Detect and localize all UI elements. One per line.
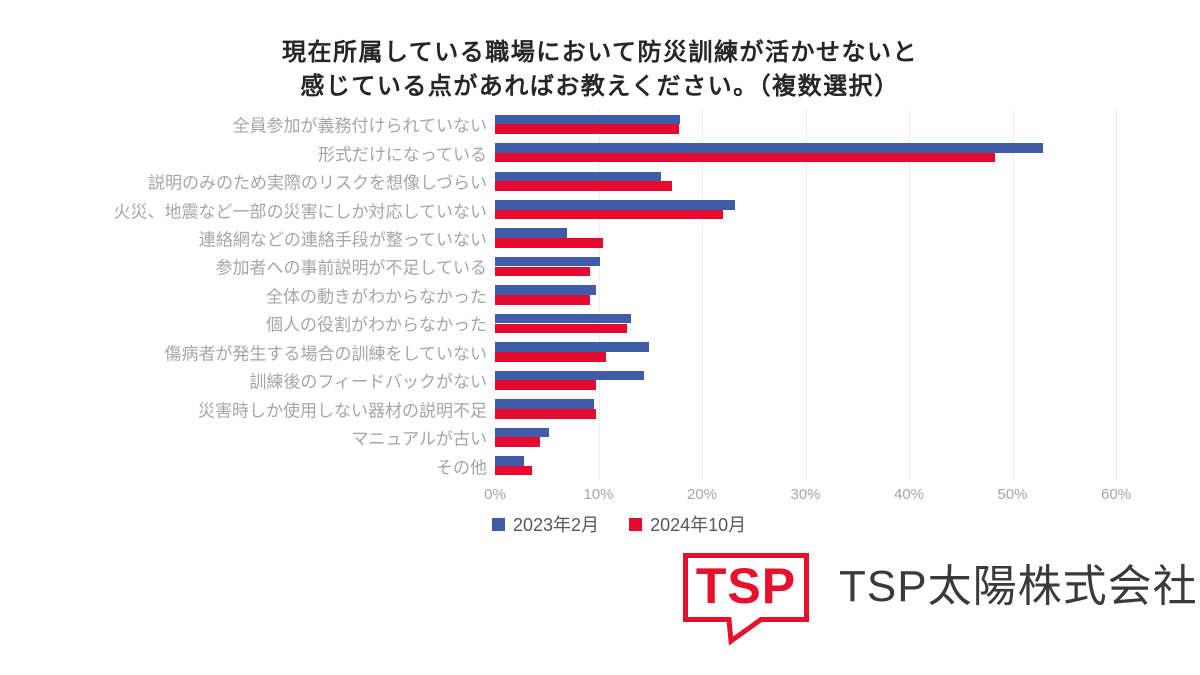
bar-group xyxy=(495,252,1116,280)
speech-bubble-icon xyxy=(683,553,809,646)
gridline xyxy=(909,110,910,480)
legend-label: 2024年10月 xyxy=(650,515,747,535)
bar-2024年10月 xyxy=(495,465,533,476)
gridlines xyxy=(495,110,1117,480)
x-tick-label: 40% xyxy=(893,486,925,503)
gridline xyxy=(702,110,703,480)
bar-group xyxy=(495,451,1116,479)
legend-swatch-icon xyxy=(492,517,505,531)
x-tick-label: 20% xyxy=(686,486,718,503)
bar-2024年10月 xyxy=(495,209,723,220)
chart-row: 火災、地震など一部の災害にしか対応していない xyxy=(0,195,1200,223)
legend-swatch-icon xyxy=(629,517,643,531)
bar-2024年10月 xyxy=(495,352,606,362)
legend-item: 2024年10月 xyxy=(629,511,746,537)
bar-2024年10月 xyxy=(495,437,540,447)
chart-row: 訓練後のフィードバックがない xyxy=(0,366,1200,394)
chart-row: 参加者への事前説明が不足している xyxy=(0,252,1200,280)
chart-rows: 全員参加が義務付けられていない形式だけになっている説明のみのため実際のリスクを想… xyxy=(0,110,1200,480)
chart-row: マニュアルが古い xyxy=(0,423,1200,451)
category-label: 連絡網などの連絡手段が整っていない xyxy=(198,230,487,250)
x-tick-label: 30% xyxy=(790,486,821,503)
chart-title-line1: 現在所属している職場において防災訓練が活かせないと xyxy=(281,39,919,66)
x-tick-label: 0% xyxy=(484,486,506,503)
category-label: 災害時しか使用しない器材の説明不足 xyxy=(198,401,487,421)
bar-2024年10月 xyxy=(495,124,680,134)
bar-group xyxy=(495,138,1116,166)
category-label: 傷病者が発生する場合の訓練をしていない xyxy=(164,344,488,364)
company-logo: TSP TSP太陽株式会社 xyxy=(683,553,1198,646)
chart-title: 現在所属している職場において防災訓練が活かせないと 感じている点があればお教えく… xyxy=(0,36,1200,104)
bar-2024年10月 xyxy=(495,266,591,277)
category-label: 説明のみのため実際のリスクを想像しづらい xyxy=(148,173,487,193)
chart-row: 傷病者が発生する場合の訓練をしていない xyxy=(0,338,1200,366)
bar-2023年2月 xyxy=(495,399,595,409)
bar-2023年2月 xyxy=(495,370,645,381)
category-label: 形式だけになっている xyxy=(317,145,487,165)
x-tick-label: 10% xyxy=(583,486,614,503)
bar-2023年2月 xyxy=(495,427,549,438)
bar-2024年10月 xyxy=(495,408,597,419)
bar-2024年10月 xyxy=(495,238,603,248)
bar-group xyxy=(495,395,1116,423)
x-tick-label: 50% xyxy=(997,486,1028,503)
bar-2024年10月 xyxy=(495,181,672,191)
bar-group xyxy=(495,366,1116,394)
gridline xyxy=(805,110,807,480)
category-label: 参加者への事前説明が不足している xyxy=(215,258,488,278)
category-label: マニュアルが古い xyxy=(351,429,488,449)
bar-2023年2月 xyxy=(495,171,661,182)
category-label: その他 xyxy=(436,458,487,478)
bar-2023年2月 xyxy=(495,228,568,238)
chart-row: 個人の役割がわからなかった xyxy=(0,309,1200,337)
x-axis: 0% 10% 20% 30% 40% 50% 60% xyxy=(484,482,1131,504)
bar-group xyxy=(495,309,1116,337)
legend-label: 2023年2月 xyxy=(513,515,600,535)
category-label: 火災、地震など一部の災害にしか対応していない xyxy=(113,202,488,222)
bar-group xyxy=(495,338,1116,366)
chart-row: 形式だけになっている xyxy=(0,138,1200,166)
bar-2024年10月 xyxy=(495,152,995,163)
category-label: 全体の動きがわからなかった xyxy=(266,287,487,307)
category-label: 個人の役割がわからなかった xyxy=(266,315,487,335)
bar-2024年10月 xyxy=(495,295,591,305)
bar-2023年2月 xyxy=(495,313,631,324)
chart-row: 全体の動きがわからなかった xyxy=(0,281,1200,309)
x-tick-label: 60% xyxy=(1100,486,1132,503)
chart-row: 全員参加が義務付けられていない xyxy=(0,110,1200,138)
bar-2023年2月 xyxy=(495,342,650,352)
bar-2023年2月 xyxy=(495,256,600,267)
gridline xyxy=(1116,110,1117,480)
bar-2023年2月 xyxy=(495,285,597,295)
category-label: 訓練後のフィードバックがない xyxy=(249,372,487,392)
bar-group xyxy=(495,167,1116,195)
company-name: TSP太陽株式会社 xyxy=(839,562,1198,611)
category-label: 全員参加が義務付けられていない xyxy=(232,116,488,136)
gridline xyxy=(1012,110,1014,480)
gridline xyxy=(598,110,600,480)
chart-row: 災害時しか使用しない器材の説明不足 xyxy=(0,395,1200,423)
bar-group xyxy=(495,195,1116,223)
chart-row: 説明のみのため実際のリスクを想像しづらい xyxy=(0,167,1200,195)
bar-2023年2月 xyxy=(495,199,736,210)
chart-row: その他 xyxy=(0,451,1200,479)
chart-row: 連絡網などの連絡手段が整っていない xyxy=(0,224,1200,252)
tsp-logo-bubble: TSP xyxy=(683,553,809,646)
logo-badge-text: TSP xyxy=(695,558,797,614)
bar-2024年10月 xyxy=(495,380,597,391)
chart-title-line2: 感じている点があればお教えください。（複数選択） xyxy=(300,73,900,100)
bar-2023年2月 xyxy=(495,456,524,466)
bar-2023年2月 xyxy=(495,143,1043,153)
legend: 2023年2月 2024年10月 xyxy=(492,511,746,537)
bar-group xyxy=(495,281,1116,309)
bar-2024年10月 xyxy=(495,323,628,334)
bar-group xyxy=(495,110,1116,138)
bar-group xyxy=(495,423,1116,451)
bar-group xyxy=(495,224,1116,252)
legend-item: 2023年2月 xyxy=(492,511,599,537)
bar-chart: 全員参加が義務付けられていない形式だけになっている説明のみのため実際のリスクを想… xyxy=(0,110,1200,503)
bar-2023年2月 xyxy=(495,114,681,125)
